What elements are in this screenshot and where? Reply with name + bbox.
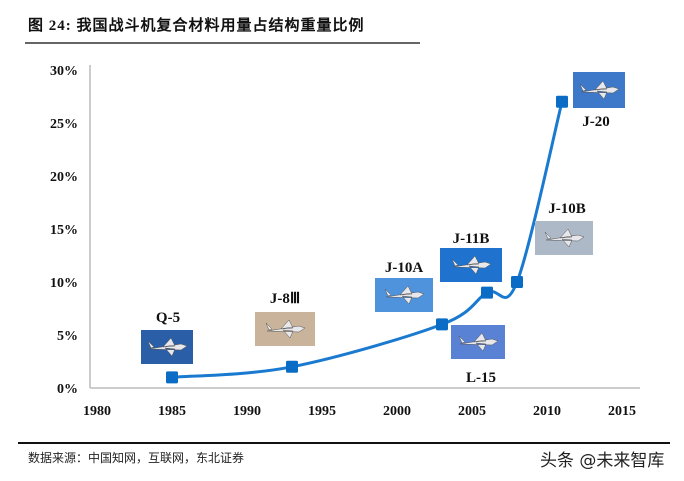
- aircraft-label: L-15: [466, 370, 496, 386]
- data-point-marker: [556, 95, 568, 108]
- y-tick-label: 25%: [50, 117, 78, 132]
- aircraft-icon: [579, 80, 620, 100]
- data-point-marker: [436, 318, 448, 331]
- x-tick-label: 1980: [83, 404, 111, 419]
- aircraft-icon: [451, 255, 492, 275]
- aircraft-icon: [147, 337, 188, 357]
- y-tick-label: 5%: [57, 329, 78, 344]
- y-tick-label: 0%: [57, 382, 78, 397]
- source-note: 数据来源：中国知网，互联网，东北证券: [28, 451, 245, 465]
- title-divider: [25, 42, 420, 44]
- aircraft-photo-q5: [141, 330, 193, 364]
- x-tick-label: 2010: [533, 404, 561, 419]
- y-tick-label: 20%: [50, 170, 78, 185]
- data-point-marker: [166, 371, 178, 384]
- aircraft-label: J-10A: [385, 260, 423, 276]
- x-tick-label: 2000: [383, 404, 411, 419]
- figure-title: 图 24: 我国战斗机复合材料用量占结构重量比例: [28, 18, 365, 34]
- data-point-marker: [511, 276, 523, 288]
- data-point-marker: [481, 286, 493, 299]
- series-line: [171, 101, 564, 379]
- aircraft-label: J-8Ⅲ: [270, 291, 300, 307]
- aircraft-photo-j11b: [440, 248, 502, 282]
- aircraft-photo-j10b: [535, 221, 593, 255]
- aircraft-icon: [458, 332, 499, 352]
- aircraft-icon: [265, 319, 306, 339]
- x-tick-label: 2015: [608, 404, 636, 419]
- x-tick-label: 1985: [158, 404, 186, 419]
- x-tick-label: 1990: [233, 404, 261, 419]
- aircraft-photo-j8iii: [255, 312, 315, 346]
- y-tick-label: 15%: [50, 223, 78, 238]
- y-tick-label: 30%: [50, 64, 78, 79]
- chart: 0% 5% 10% 15% 20% 25% 30% 1980 1985 1990 1995 2000 2…: [50, 64, 640, 419]
- footer-divider: [18, 442, 670, 444]
- aircraft-photo-l15: [451, 325, 505, 359]
- aircraft-icon: [384, 285, 425, 305]
- aircraft-label: Q-5: [156, 310, 180, 326]
- data-point-marker: [286, 360, 298, 373]
- aircraft-photo-j20: [573, 72, 625, 108]
- aircraft-label: J-10B: [548, 201, 586, 217]
- aircraft-label: J-20: [582, 114, 610, 130]
- watermark: 头条 @未来智库: [540, 451, 665, 471]
- x-tick-label: 2005: [458, 404, 486, 419]
- x-tick-label: 1995: [308, 404, 336, 419]
- aircraft-icon: [544, 228, 585, 248]
- aircraft-label: J-11B: [453, 231, 490, 247]
- aircraft-photo-j10a: [375, 278, 433, 312]
- y-tick-label: 10%: [50, 276, 78, 291]
